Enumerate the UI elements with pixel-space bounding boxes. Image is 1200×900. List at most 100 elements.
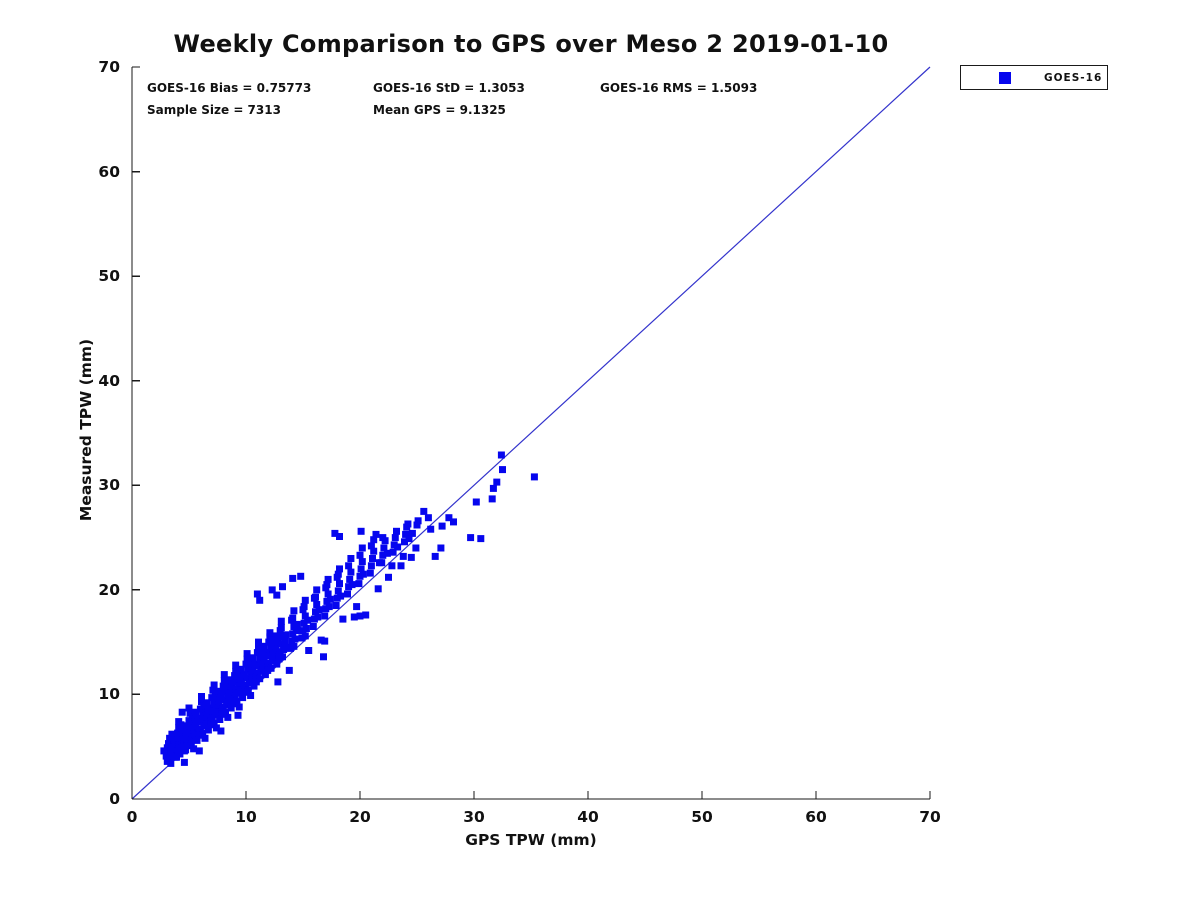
data-point <box>198 693 205 700</box>
data-point <box>414 517 422 525</box>
data-point <box>445 514 453 522</box>
data-point <box>404 520 412 528</box>
data-point <box>234 711 242 719</box>
data-point <box>239 694 247 702</box>
data-point <box>209 707 217 715</box>
data-point <box>412 544 420 552</box>
y-tick-label: 10 <box>98 685 120 704</box>
data-point <box>334 587 342 595</box>
data-point <box>424 514 432 522</box>
data-point <box>273 660 281 668</box>
x-tick-label: 40 <box>577 808 599 826</box>
data-point <box>305 647 313 654</box>
data-point <box>359 570 367 578</box>
data-point <box>199 729 207 737</box>
data-point <box>489 484 497 492</box>
data-point <box>313 586 321 594</box>
data-point <box>326 595 334 603</box>
data-point <box>320 653 327 661</box>
data-point <box>232 661 240 669</box>
data-point <box>247 692 255 699</box>
data-point <box>401 538 408 546</box>
data-point <box>212 724 220 732</box>
data-point <box>325 603 333 611</box>
stat-sample-size: Sample Size = 7313 <box>147 103 281 117</box>
data-point <box>385 573 392 581</box>
data-point <box>216 716 224 723</box>
data-point <box>321 637 329 645</box>
data-point <box>323 581 331 589</box>
data-point <box>253 590 261 598</box>
data-point <box>431 552 439 560</box>
data-point <box>302 625 310 632</box>
data-point <box>223 680 231 688</box>
data-point <box>437 544 445 552</box>
x-tick-label: 70 <box>919 808 941 826</box>
data-point <box>493 478 501 486</box>
data-point <box>324 575 332 583</box>
data-point <box>334 570 342 578</box>
data-point <box>378 559 386 567</box>
data-point <box>345 562 353 570</box>
data-point <box>290 642 298 650</box>
data-point <box>187 740 195 748</box>
data-point <box>488 495 496 503</box>
data-point <box>272 632 280 640</box>
data-point <box>249 667 257 675</box>
data-point <box>234 670 242 677</box>
data-point <box>315 606 323 614</box>
y-tick-label: 30 <box>98 476 120 495</box>
data-point <box>191 730 199 738</box>
data-point <box>397 562 405 570</box>
data-point <box>467 534 475 542</box>
data-point <box>192 722 200 730</box>
data-point <box>210 719 218 727</box>
data-point <box>268 586 276 594</box>
scatter-series-goes16 <box>160 451 538 767</box>
data-point <box>297 572 305 580</box>
stat-rms: GOES-16 RMS = 1.5093 <box>600 81 758 95</box>
x-tick-label: 0 <box>126 808 138 826</box>
data-point <box>367 542 375 550</box>
data-point <box>369 555 376 562</box>
data-point <box>314 613 322 621</box>
data-point <box>337 592 345 600</box>
data-point <box>309 623 317 630</box>
data-point <box>353 603 361 611</box>
data-point <box>313 601 321 608</box>
data-point <box>268 636 276 644</box>
data-point <box>271 653 278 661</box>
data-point <box>370 536 378 544</box>
data-point <box>160 747 168 755</box>
data-point <box>224 713 232 721</box>
data-point <box>215 701 223 709</box>
data-point <box>379 534 387 542</box>
data-point <box>356 612 364 620</box>
data-point <box>393 527 400 535</box>
data-point <box>301 612 309 620</box>
data-point <box>261 671 269 679</box>
data-point <box>289 614 297 622</box>
data-point <box>259 664 267 672</box>
data-point <box>348 581 356 589</box>
data-point <box>202 720 210 728</box>
data-point <box>300 603 308 611</box>
data-point <box>174 729 182 737</box>
y-tick-label: 70 <box>98 58 120 76</box>
x-tick-label: 60 <box>805 808 827 826</box>
data-point <box>222 708 229 716</box>
data-point <box>372 530 380 538</box>
data-point <box>171 736 179 744</box>
data-point <box>391 534 399 542</box>
data-point <box>190 745 198 753</box>
data-point <box>273 591 281 599</box>
legend: GOES-16 <box>960 65 1108 90</box>
data-point <box>256 596 264 604</box>
y-tick-label: 0 <box>109 790 120 808</box>
data-point <box>292 627 300 635</box>
data-point <box>274 678 282 686</box>
data-point <box>226 689 234 697</box>
data-point <box>190 726 198 734</box>
data-point <box>185 704 193 712</box>
